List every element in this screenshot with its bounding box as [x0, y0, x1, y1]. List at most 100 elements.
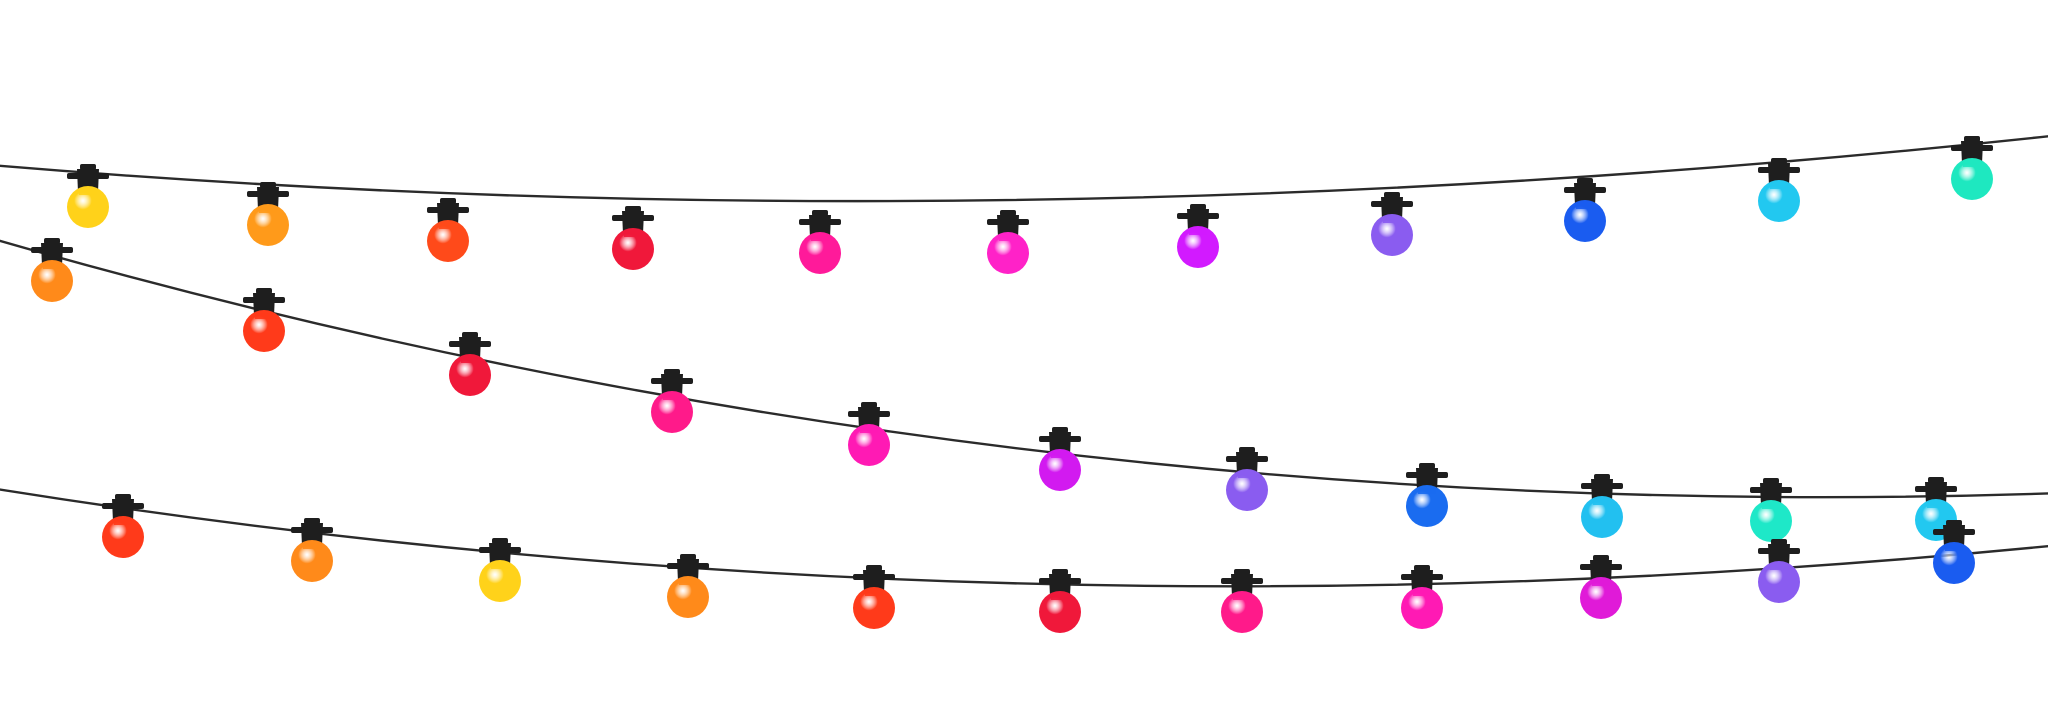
bulb-neck [255, 313, 273, 319]
socket [1381, 197, 1403, 220]
socket [257, 187, 279, 210]
bulb-glass [799, 232, 841, 274]
wire [0, 239, 2048, 499]
bulb-glass [449, 354, 491, 396]
bulb-neck [865, 590, 883, 596]
bulb-neck [1238, 472, 1256, 478]
socket-cap [1928, 477, 1944, 483]
bulb-glass [291, 540, 333, 582]
bulb-neck [679, 579, 697, 585]
bulb-glass [1933, 542, 1975, 584]
socket-cap [1239, 447, 1255, 453]
socket-cap [1234, 569, 1250, 575]
socket [112, 499, 134, 522]
socket [1236, 452, 1258, 475]
socket [858, 407, 880, 430]
bulb-glass [31, 260, 73, 302]
bulb-glass [427, 220, 469, 262]
socket-cap [1577, 178, 1593, 184]
light-bulb [427, 198, 469, 262]
light-bulb [479, 538, 521, 602]
socket [1574, 183, 1596, 206]
socket-cap [1190, 204, 1206, 210]
bulb-neck [1418, 488, 1436, 494]
bulb-glass [1226, 469, 1268, 511]
bulb-neck [461, 357, 479, 363]
light-bulb [31, 238, 73, 302]
bulb-neck [811, 235, 829, 241]
socket-cap [492, 538, 508, 544]
bulb-glass [853, 587, 895, 629]
bulb-neck [1051, 452, 1069, 458]
light-bulb [102, 494, 144, 558]
light-bulb [799, 210, 841, 274]
bulb-neck [999, 235, 1017, 241]
socket [661, 374, 683, 397]
socket-cap [812, 210, 828, 216]
bulb-neck [1762, 503, 1780, 509]
socket [1961, 141, 1983, 164]
socket [1768, 544, 1790, 567]
top-strand [0, 135, 2048, 274]
bulb-glass [667, 576, 709, 618]
light-bulb [1758, 158, 1800, 222]
socket-cap [1419, 463, 1435, 469]
light-bulb [1581, 474, 1623, 538]
bulb-glass [1177, 226, 1219, 268]
socket [253, 293, 275, 316]
bulb-neck [1051, 594, 1069, 600]
light-bulb [1039, 427, 1081, 491]
bulb-neck [1576, 203, 1594, 209]
bulb-neck [303, 543, 321, 549]
socket [1411, 570, 1433, 593]
socket [1049, 574, 1071, 597]
bulb-glass [1580, 577, 1622, 619]
bulb-glass [1371, 214, 1413, 256]
bulb-glass [67, 186, 109, 228]
socket-cap [1964, 136, 1980, 142]
bulb-neck [1945, 545, 1963, 551]
light-bulb [987, 210, 1029, 274]
socket-cap [1946, 520, 1962, 526]
bulb-neck [491, 563, 509, 569]
socket [622, 211, 644, 234]
middle-strand [0, 238, 2048, 542]
light-bulb [1933, 520, 1975, 584]
socket-cap [1052, 569, 1068, 575]
socket [1590, 560, 1612, 583]
light-bulb [1951, 136, 1993, 200]
light-bulb [449, 332, 491, 396]
light-bulb [1564, 178, 1606, 242]
bulb-neck [1413, 590, 1431, 596]
bulb-glass [102, 516, 144, 558]
bulb-glass [243, 310, 285, 352]
socket-cap [1052, 427, 1068, 433]
socket-cap [1771, 539, 1787, 545]
socket-cap [1414, 565, 1430, 571]
bulb-neck [1592, 580, 1610, 586]
light-strands [0, 135, 2048, 633]
socket-cap [680, 554, 696, 560]
socket [1591, 479, 1613, 502]
socket [489, 543, 511, 566]
socket [1925, 482, 1947, 505]
socket-cap [440, 198, 456, 204]
light-bulb [67, 164, 109, 228]
bulb-neck [1927, 502, 1945, 508]
bulb-neck [1233, 594, 1251, 600]
light-bulb [1177, 204, 1219, 268]
bulb-glass [1564, 200, 1606, 242]
light-bulb [1221, 569, 1263, 633]
bulb-glass [1039, 591, 1081, 633]
bulb-neck [1963, 161, 1981, 167]
bulb-glass [1406, 485, 1448, 527]
socket [301, 523, 323, 546]
light-bulb [848, 402, 890, 466]
socket-cap [1593, 555, 1609, 561]
bulb-neck [1770, 564, 1788, 570]
socket-cap [625, 206, 641, 212]
light-bulb [667, 554, 709, 618]
socket-cap [1594, 474, 1610, 480]
bulb-neck [663, 394, 681, 400]
socket [1768, 163, 1790, 186]
